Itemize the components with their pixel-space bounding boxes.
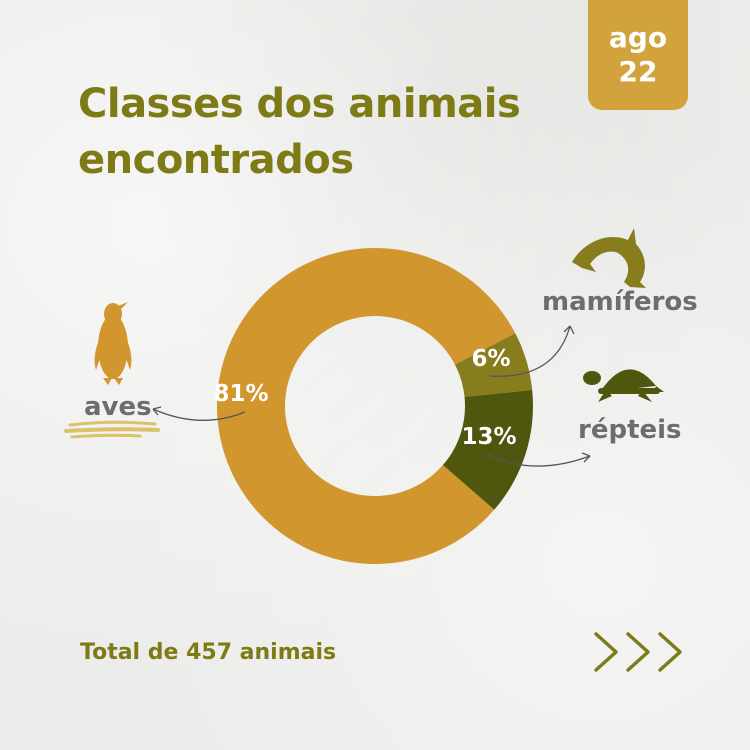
arrowhead-repteis bbox=[581, 452, 591, 463]
date-badge: ago 22 bbox=[588, 0, 688, 110]
total-text: Total de 457 animais bbox=[80, 640, 337, 665]
connector-lines bbox=[152, 325, 591, 467]
arrowhead-aves bbox=[152, 406, 162, 416]
brush-underline bbox=[64, 420, 160, 439]
title-line-2: encontrados bbox=[78, 137, 354, 183]
triple-chevron-right-icon[interactable] bbox=[590, 628, 690, 678]
connector-mamiferos bbox=[489, 325, 571, 377]
connector-repteis bbox=[483, 451, 591, 467]
title-line-1: Classes dos animais bbox=[78, 81, 521, 127]
legend-label-mamiferos: mamíferos bbox=[542, 287, 698, 317]
slice-repteis bbox=[442, 390, 534, 510]
value-label-repteis: 13% bbox=[461, 424, 516, 450]
value-label-aves: 81% bbox=[213, 381, 268, 407]
dolphin-icon bbox=[572, 228, 646, 288]
date-day: 22 bbox=[618, 55, 658, 88]
arrowhead-mamiferos bbox=[563, 325, 575, 335]
turtle-icon bbox=[583, 369, 664, 402]
slice-mamiferos bbox=[454, 333, 533, 397]
legend-label-aves: aves bbox=[84, 392, 152, 422]
page-title: Classes dos animais encontrados bbox=[78, 76, 558, 188]
connector-aves bbox=[152, 408, 246, 421]
penguin-icon bbox=[94, 302, 132, 385]
legend-label-repteis: répteis bbox=[578, 415, 682, 445]
date-month: ago bbox=[608, 21, 668, 54]
slice-aves bbox=[217, 248, 516, 565]
value-label-mamiferos: 6% bbox=[471, 346, 510, 372]
